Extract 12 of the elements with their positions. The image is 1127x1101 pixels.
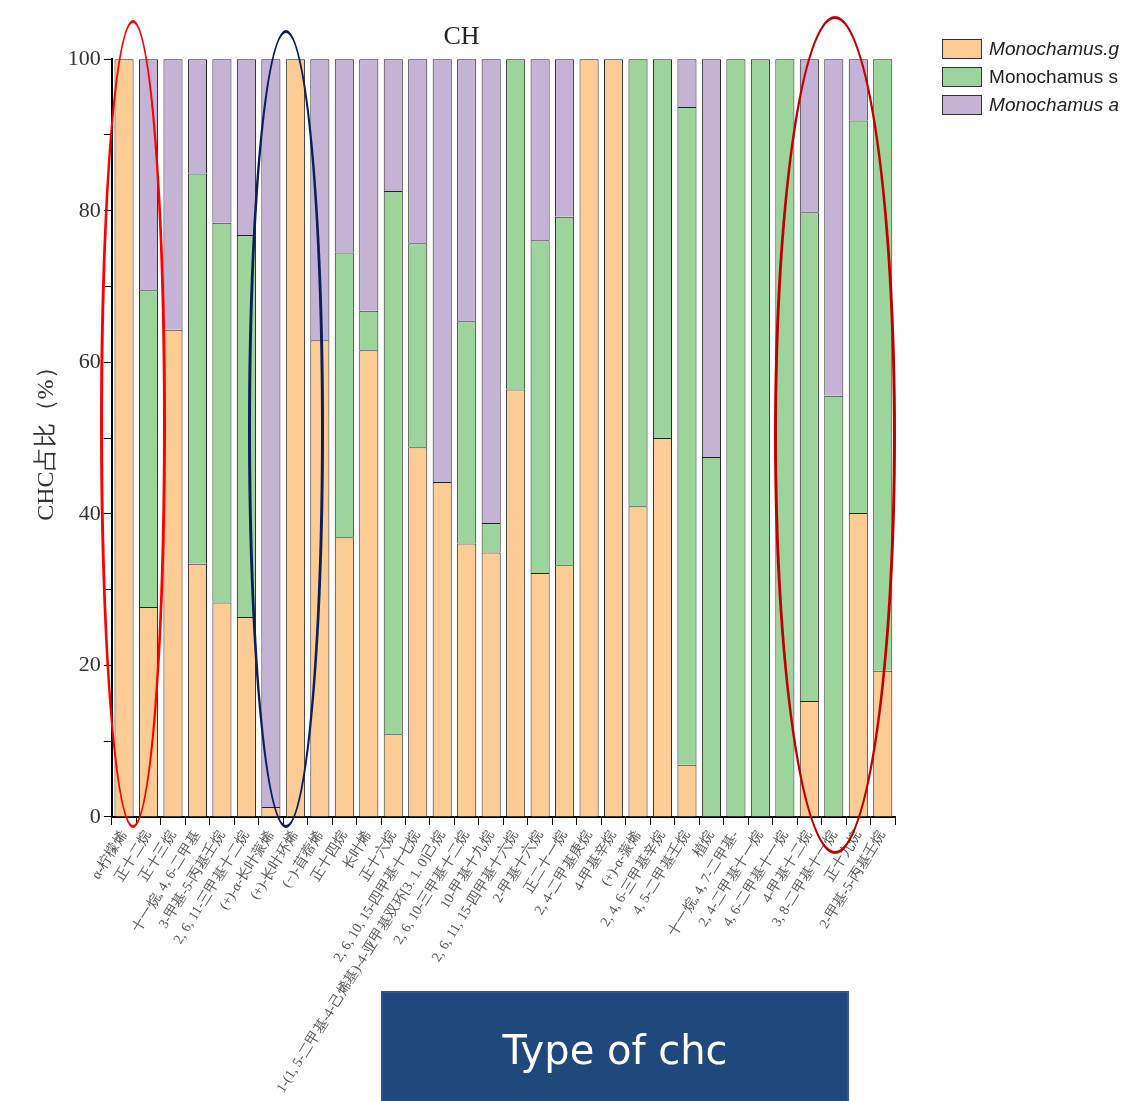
y-tick-label: 100 xyxy=(67,44,101,70)
y-tick-label: 40 xyxy=(78,499,101,525)
y-tick-label: 0 xyxy=(89,802,101,828)
text: Type of chc xyxy=(502,1027,728,1073)
y-tick-label: 80 xyxy=(78,196,101,222)
legend-label: Monochamus.g xyxy=(989,38,1119,60)
legend-label: Monochamus s xyxy=(989,66,1118,88)
y-axis-title: CHC占比（%） xyxy=(31,355,58,521)
legend-label: Monochamus a xyxy=(989,94,1119,116)
y-tick-label: 60 xyxy=(78,348,101,374)
y-tick-label: 20 xyxy=(78,651,101,677)
chart-title: CH xyxy=(443,21,480,51)
